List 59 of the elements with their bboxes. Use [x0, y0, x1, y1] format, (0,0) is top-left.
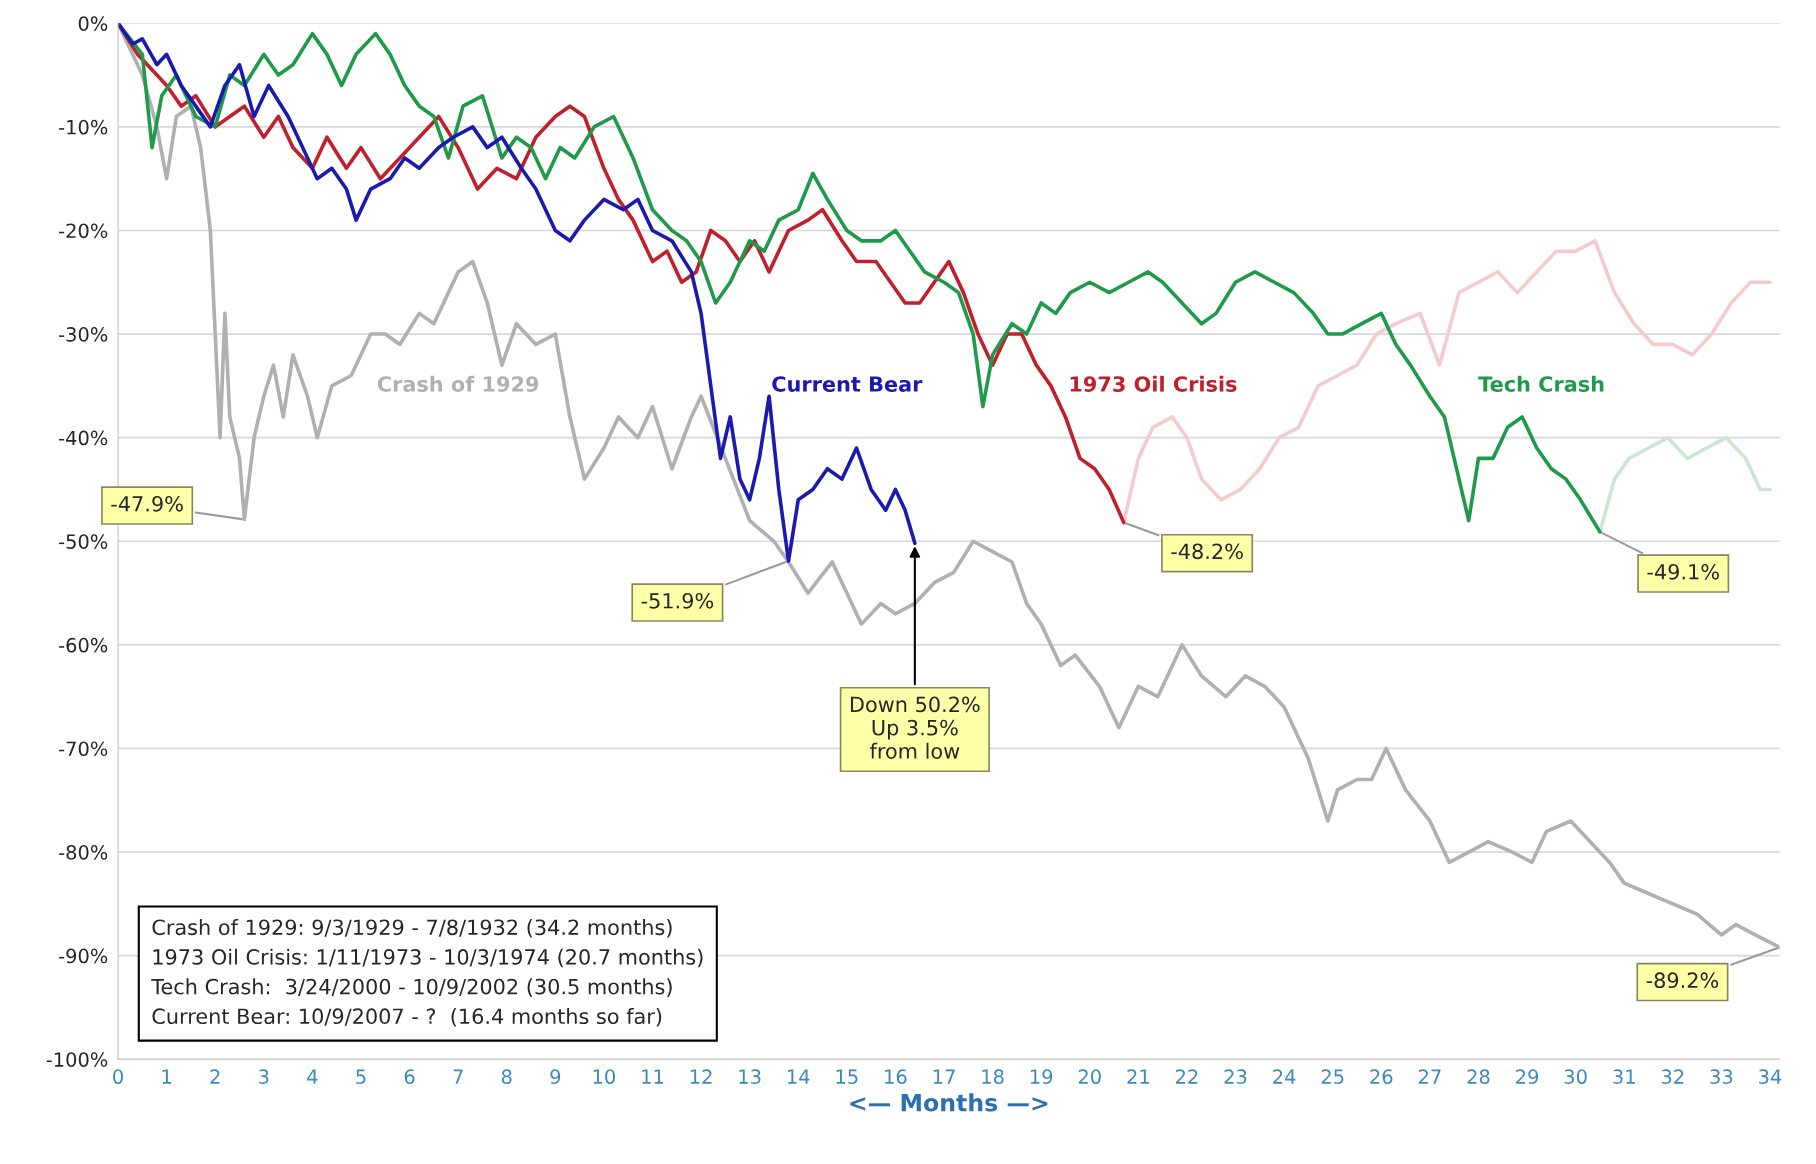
- x-tick-label: 11: [642, 1069, 664, 1084]
- x-tick-label: 2: [210, 1069, 220, 1084]
- y-tick-label: -70%: [59, 741, 108, 757]
- x-tick-label: 7: [453, 1069, 463, 1084]
- x-tick-label: 17: [933, 1069, 955, 1084]
- y-tick-label: -10%: [59, 119, 108, 135]
- series-label: Tech Crash: [1478, 375, 1604, 392]
- series-label: Current Bear: [772, 376, 923, 392]
- series-label: Crash of 1929: [377, 375, 539, 392]
- x-tick-label: 3: [259, 1069, 269, 1085]
- x-tick-label: 21: [1127, 1069, 1149, 1084]
- x-tick-label: 23: [1224, 1069, 1247, 1085]
- series-label: 1973 Oil Crisis: [1070, 375, 1237, 392]
- x-tick-label: 18: [982, 1069, 1004, 1085]
- annotation: -47.9%: [111, 495, 183, 512]
- x-tick-label: 13: [739, 1069, 761, 1085]
- y-tick-label: -40%: [59, 430, 108, 446]
- x-tick-label: 5: [356, 1069, 366, 1085]
- x-tick-label: 0: [113, 1069, 123, 1085]
- x-tick-label: 32: [1661, 1069, 1684, 1085]
- x-tick-label: 27: [1418, 1069, 1441, 1084]
- x-tick-label: 30: [1564, 1069, 1587, 1085]
- annotation: -48.2%: [1171, 543, 1243, 560]
- annotation: -49.1%: [1647, 563, 1719, 580]
- annotation: -89.2%: [1646, 972, 1719, 989]
- x-tick-label: 22: [1175, 1069, 1198, 1084]
- x-tick-label: 20: [1078, 1069, 1101, 1085]
- y-tick-label: -90%: [59, 948, 108, 964]
- x-tick-label: 33: [1710, 1069, 1733, 1085]
- x-tick-label: 31: [1613, 1069, 1635, 1085]
- x-tick-label: 6: [404, 1069, 415, 1085]
- x-tick-label: 10: [593, 1069, 615, 1085]
- y-tick-label: -20%: [59, 223, 108, 239]
- annotation: Crash of 1929: 9/3/1929 - 7/8/1932 (34.2 months) 1973 Oil Crisis: 1/11/1973 - 10/3/1974 (20.7 months) Tech Crash: 3/24/2000 - 10/9/2002 (30.5 months) Current Bear: 10/9/2007 - ? (16.4 months so far): [151, 919, 703, 1027]
- y-tick-label: -80%: [59, 845, 108, 860]
- x-tick-label: 14: [788, 1069, 810, 1084]
- y-tick-label: -30%: [59, 327, 108, 342]
- x-tick-label: 8: [501, 1069, 512, 1085]
- x-tick-label: 26: [1370, 1069, 1393, 1085]
- y-tick-label: -100%: [46, 1052, 108, 1067]
- x-tick-label: 1: [162, 1069, 172, 1084]
- x-tick-label: 4: [307, 1069, 318, 1084]
- x-tick-label: 16: [885, 1069, 907, 1085]
- annotation: -51.9%: [641, 592, 714, 609]
- y-tick-label: 0%: [78, 16, 108, 31]
- x-tick-label: 12: [690, 1069, 712, 1084]
- y-tick-label: -50%: [59, 534, 108, 549]
- x-tick-label: 29: [1516, 1069, 1539, 1085]
- x-tick-label: 15: [836, 1069, 858, 1085]
- x-tick-label: 24: [1273, 1069, 1296, 1084]
- x-axis-title: <— Months —>: [850, 1093, 1048, 1112]
- line-series: [1598, 435, 1772, 534]
- annotation: Down 50.2% Up 3.5% from low: [850, 696, 980, 759]
- y-tick-label: -60%: [59, 637, 108, 653]
- x-tick-label: 19: [1030, 1069, 1053, 1085]
- x-tick-label: 9: [550, 1069, 561, 1085]
- x-tick-label: 25: [1321, 1069, 1344, 1085]
- x-tick-label: 34: [1759, 1069, 1782, 1085]
- x-tick-label: 28: [1467, 1069, 1490, 1085]
